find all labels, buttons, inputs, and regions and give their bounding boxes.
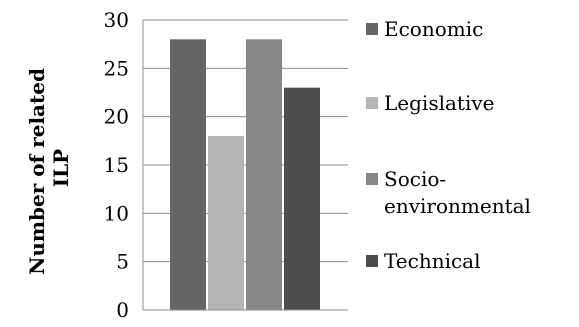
y-tick-label-25: 25 (104, 56, 129, 80)
legend: Economic Legislative Socio-environmental Te… (366, 17, 531, 273)
y-axis-label-line-2: ILP (49, 149, 73, 187)
y-tick-label-15: 15 (104, 153, 129, 177)
y-axis-label: Number of related ILP (25, 61, 73, 275)
bar-socio-environmental (246, 39, 282, 310)
legend-label-technical: Technical (384, 249, 481, 273)
bars (170, 39, 320, 311)
legend-label-economic: Economic (384, 17, 483, 41)
legend-label-socio-environmental-line-1: Socio- (384, 167, 446, 191)
legend-swatch-socio-environmental (366, 173, 378, 185)
legend-swatch-economic (366, 23, 378, 35)
y-tick-label-0: 0 (116, 298, 129, 322)
y-tick-label-20: 20 (104, 105, 129, 129)
legend-label-legislative: Legislative (384, 91, 494, 115)
legend-swatch-technical (366, 255, 378, 267)
legend-swatch-legislative (366, 97, 378, 109)
legend-label-socio-environmental-line-2: environmental (384, 194, 531, 218)
y-tick-label-5: 5 (116, 250, 129, 274)
bar-technical (284, 87, 320, 311)
bar-legislative (208, 136, 244, 310)
axes (142, 20, 348, 311)
y-tick-label-10: 10 (104, 201, 129, 225)
bar-economic (170, 39, 206, 310)
y-tick-labels: 0 5 10 15 20 25 30 (104, 8, 129, 322)
y-tick-label-30: 30 (104, 8, 129, 32)
y-axis-label-line-1: Number of related (25, 68, 49, 275)
